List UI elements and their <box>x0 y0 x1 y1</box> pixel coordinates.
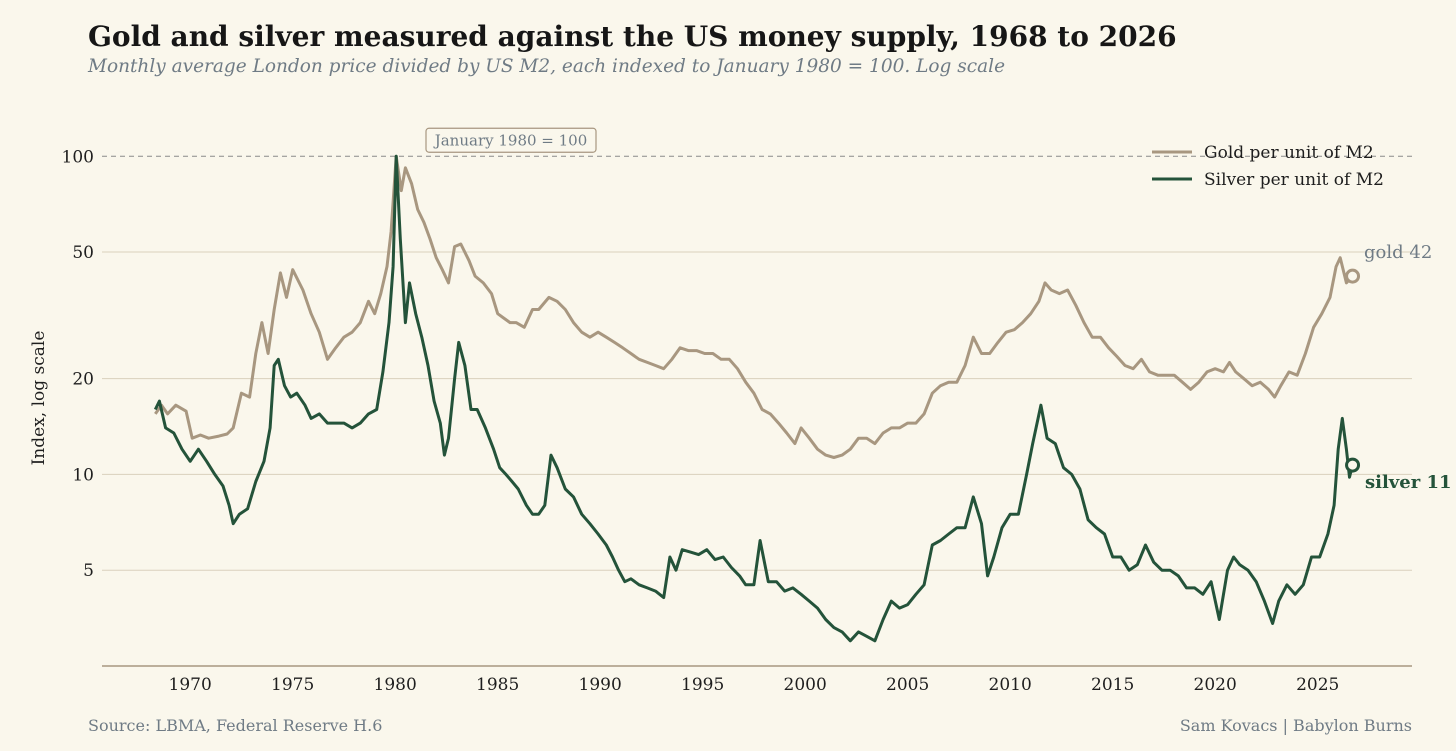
x-tick-2000: 2000 <box>784 675 827 695</box>
x-tick-labels: 1970 1975 1980 1985 1990 1995 2000 2005 2010 2015… <box>169 675 1340 695</box>
source-note: Source: LBMA, Federal Reserve H.6 <box>88 716 383 735</box>
chart-title: Gold and silver measured against the US … <box>88 20 1177 53</box>
y-tick-5: 5 <box>83 561 94 581</box>
x-tick-1980: 1980 <box>374 675 417 695</box>
series-lines <box>153 154 1361 643</box>
credit-note: Sam Kovacs | Babylon Burns <box>1179 716 1412 735</box>
end-labels: gold 42 silver 11 <box>1364 242 1452 493</box>
x-tick-1995: 1995 <box>681 675 724 695</box>
series-line-gold <box>154 154 1354 459</box>
x-tick-2015: 2015 <box>1091 675 1134 695</box>
end-label-gold: gold 42 <box>1364 242 1432 263</box>
x-tick-1990: 1990 <box>579 675 622 695</box>
series-line-silver <box>153 154 1354 643</box>
reference-line-group: January 1980 = 100 <box>102 127 1412 157</box>
grid-lines <box>102 251 1412 571</box>
end-marker-silver <box>1345 457 1361 473</box>
y-tick-10: 10 <box>72 465 94 485</box>
y-tick-labels: 5 10 20 50 100 <box>62 147 94 581</box>
x-tick-2025: 2025 <box>1296 675 1339 695</box>
x-tick-1975: 1975 <box>271 675 314 695</box>
x-tick-2010: 2010 <box>989 675 1032 695</box>
reference-label-box <box>425 127 597 153</box>
x-tick-1970: 1970 <box>169 675 212 695</box>
x-tick-1985: 1985 <box>476 675 519 695</box>
end-label-silver: silver 11 <box>1365 472 1452 493</box>
chart-subtitle: Monthly average London price divided by … <box>88 56 1006 77</box>
y-axis-label: Index, log scale <box>29 331 49 466</box>
y-tick-100: 100 <box>62 147 94 167</box>
x-tick-2020: 2020 <box>1194 675 1237 695</box>
legend: Gold per unit of M2 Silver per unit of M2 <box>1152 143 1384 190</box>
legend-label-gold: Gold per unit of M2 <box>1204 143 1374 163</box>
legend-label-silver: Silver per unit of M2 <box>1204 170 1384 190</box>
reference-label: January 1980 = 100 <box>433 131 588 149</box>
end-marker-gold <box>1345 268 1361 284</box>
y-tick-50: 50 <box>72 243 94 263</box>
x-tick-2005: 2005 <box>886 675 929 695</box>
y-tick-20: 20 <box>72 370 94 390</box>
